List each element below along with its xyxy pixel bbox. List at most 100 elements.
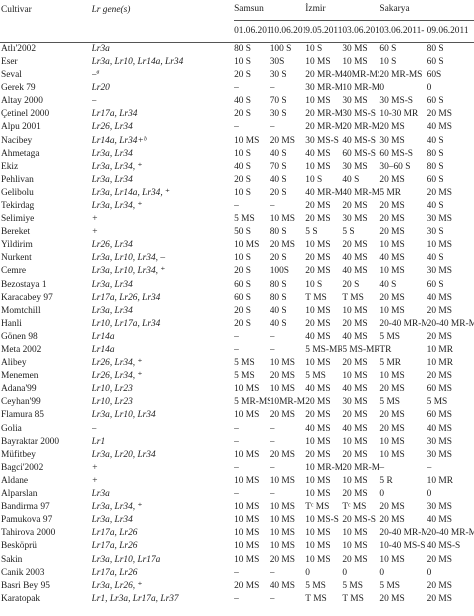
izmir-0306-cell: 40 MS-S — [342, 135, 379, 148]
samsun-1006-cell: – — [270, 122, 306, 135]
izmir-0905-cell: 10 MS — [305, 436, 342, 449]
cultivar-cell: Alparslan — [0, 488, 92, 501]
izmir-0905-cell: 40 MS — [305, 331, 342, 344]
table-row: Gönen 98 Lr14a – – 40 MS 40 MS 5 MS 20 MS — [0, 331, 474, 344]
table-row: Basri Bey 95 Lr3a, Lr26, ⁺ 20 MS 40 MS 5 MS 5… — [0, 580, 474, 593]
izmir-0905-cell: 10 S — [305, 174, 342, 187]
sakarya-0306-cell: 20 MS — [379, 423, 426, 436]
cultivar-cell: Alibey — [0, 357, 92, 370]
sakarya-0306-cell: 20 MS — [379, 501, 426, 514]
date-header: 9.05.2011- — [305, 21, 342, 43]
table-row: Gelibolu Lr3a, Lr14a, Lr34, ⁺ 10 S 20 S 40 M… — [0, 187, 474, 200]
izmir-0905-cell: 40 MS — [305, 383, 342, 396]
sakarya-0906-cell: 40 S — [427, 200, 474, 213]
genes-cell: Lr14a — [92, 331, 234, 344]
izmir-0905-cell: 10 MS — [305, 357, 342, 370]
izmir-0306-cell: 40 MS — [342, 383, 379, 396]
genes-cell: + — [92, 462, 234, 475]
izmir-0306-cell: 20 MS — [342, 200, 379, 213]
sakarya-0906-cell: 20 MS — [427, 187, 474, 200]
izmir-0905-cell: 30 MR-MS — [305, 82, 342, 95]
izmir-0905-cell: 40 MR-MS — [305, 187, 342, 200]
samsun-1006-cell: 20 MS — [270, 449, 306, 462]
table-row: Aldane +10 MS 10 MS 10 MS 10 MS 5 R 10 MR — [0, 475, 474, 488]
genes-cell: Lr3a, Lr34, ⁺ — [92, 200, 234, 213]
izmir-0306-cell: 20 S — [342, 279, 379, 292]
samsun-1006-cell: 20 MS — [270, 239, 306, 252]
samsun-0106-cell: 5 MS — [234, 370, 270, 383]
cultivar-cell: Karatopak — [0, 593, 92, 606]
sakarya-0306-cell: 20 MS — [379, 383, 426, 396]
izmir-0905-cell: 10 MS — [305, 527, 342, 540]
samsun-1006-cell: 80 S — [270, 279, 306, 292]
samsun-1006-cell: 70 S — [270, 161, 306, 174]
izmir-0905-cell: 40 MS — [305, 148, 342, 161]
izmir-0306-cell: 40 MR-MS — [342, 187, 379, 200]
table-row: Atlı'2002 Lr3a 80 S 100 S 10 S 30 MS 60 S 80 S — [0, 43, 474, 57]
table-row: Çetinel 2000 Lr17a, Lr34 20 S 30 S 20 MR-MS3… — [0, 108, 474, 121]
izmir-0905-cell: 10 MS — [305, 305, 342, 318]
table-row: Tekirdag Lr3a, Lr34, ⁺ – – 20 MS 20 MS 20 MS 40… — [0, 200, 474, 213]
samsun-1006-cell: 10 MS — [270, 383, 306, 396]
genes-cell: Lr17a, Lr26, Lr34 — [92, 292, 234, 305]
samsun-0106-cell: 20 S — [234, 305, 270, 318]
table-row: Hanli Lr10, Lr17a, Lr34 20 S 40 S 20 MS 20 MS… — [0, 318, 474, 331]
sakarya-0906-cell: 40 MS-S — [427, 541, 474, 554]
izmir-0306-cell: 10 MS — [342, 305, 379, 318]
genes-cell: Lr3a, Lr26, ⁺ — [92, 580, 234, 593]
izmir-0905-cell: T MS — [305, 593, 342, 606]
izmir-0905-cell: 10 MR-MS — [305, 462, 342, 475]
cultivar-cell: Tahirova 2000 — [0, 527, 92, 540]
samsun-1006-cell: 10 MS — [270, 357, 306, 370]
sakarya-0306-cell: 10 MS — [379, 370, 426, 383]
samsun-0106-cell: 10 MS — [234, 449, 270, 462]
sakarya-0306-cell: 20 MS — [379, 226, 426, 239]
sakarya-0906-cell: 80 S — [427, 161, 474, 174]
cultivar-cell: Golia — [0, 423, 92, 436]
table-row: Yildirim Lr26, Lr34 10 MS 20 MS 10 MS 20 MS 10… — [0, 239, 474, 252]
samsun-1006-cell: 40 S — [270, 305, 306, 318]
sakarya-0306-cell: 10 MS — [379, 305, 426, 318]
samsun-1006-cell: 40 S — [270, 174, 306, 187]
cultivar-cell: Bezostaya 1 — [0, 279, 92, 292]
samsun-0106-cell: 10 MS — [234, 383, 270, 396]
sakarya-0306-cell: 20 MS — [379, 122, 426, 135]
cultivar-cell: Pehlivan — [0, 174, 92, 187]
sakarya-0906-cell: 20 MS — [427, 108, 474, 121]
table-row: Besköprü Lr17a, Lr26 10 MS 10 MS 10 MS 10 MS 1… — [0, 541, 474, 554]
sakarya-0306-cell: 20-40 MR-MS — [379, 318, 426, 331]
samsun-0106-cell: 20 S — [234, 266, 270, 279]
samsun-0106-cell: 10 MS — [234, 475, 270, 488]
gene-header-label: Lr gene(s) — [92, 5, 131, 15]
sakarya-0306-cell: 40 S — [379, 279, 426, 292]
sakarya-0306-cell: 60 MS-S — [379, 148, 426, 161]
izmir-0306-cell: 10 MS — [342, 56, 379, 69]
genes-cell: Lr14a, Lr34+ᵇ — [92, 135, 234, 148]
table-row: Altay 2000 – 40 S 70 S 10 MS 30 MS 30 MS-S 60 S — [0, 95, 474, 108]
samsun-1006-cell: 10 MS — [270, 514, 306, 527]
izmir-0306-cell: 5 MS — [342, 580, 379, 593]
genes-cell: Lr1 — [92, 436, 234, 449]
samsun-1006-cell: 10 MS — [270, 501, 306, 514]
izmir-0905-cell: 10 MS — [305, 554, 342, 567]
samsun-1006-cell: – — [270, 200, 306, 213]
izmir-0905-cell: 20 MS — [305, 200, 342, 213]
cultivar-cell: Bayraktar 2000 — [0, 436, 92, 449]
sakarya-0906-cell: 10 MR — [427, 357, 474, 370]
genes-cell: Lr26, Lr34 — [92, 239, 234, 252]
samsun-0106-cell: – — [234, 567, 270, 580]
genes-cell: Lr3a, Lr34 — [92, 148, 234, 161]
cultivar-cell: Nacibey — [0, 135, 92, 148]
genes-cell: Lr3a, Lr34, ⁺ — [92, 501, 234, 514]
samsun-0106-cell: – — [234, 593, 270, 606]
cultivar-cell: Gelibolu — [0, 187, 92, 200]
table-row: Flamura 85 Lr3a, Lr10, Lr34 10 MS 20 MS 20 M… — [0, 410, 474, 423]
izmir-0306-cell: T MS — [342, 292, 379, 305]
sakarya-0906-cell: 40 S — [427, 253, 474, 266]
cultivar-cell: Müfitbey — [0, 449, 92, 462]
genes-cell: Lr17a, Lr34 — [92, 108, 234, 121]
izmir-0905-cell: 5 MS — [305, 580, 342, 593]
